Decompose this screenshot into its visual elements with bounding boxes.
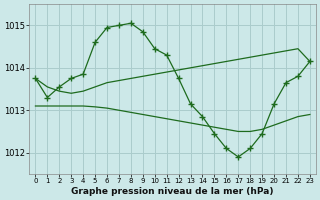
X-axis label: Graphe pression niveau de la mer (hPa): Graphe pression niveau de la mer (hPa)	[71, 187, 274, 196]
